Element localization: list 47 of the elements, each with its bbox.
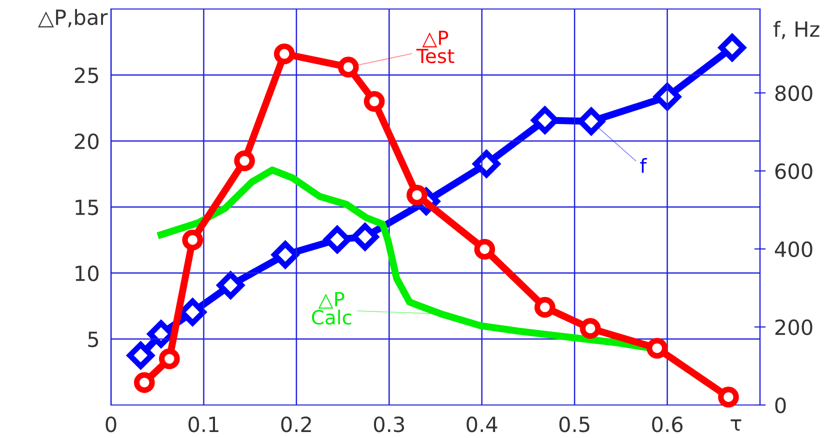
- x-tick-label: 0.5: [559, 416, 590, 432]
- x-tick-label: 0.6: [652, 416, 683, 432]
- y-tick-label: 20: [74, 133, 99, 150]
- x-tick-label: 0.4: [466, 416, 498, 432]
- point: [182, 230, 204, 250]
- point: [338, 56, 359, 78]
- point: [364, 90, 385, 112]
- point: [646, 338, 668, 359]
- point: [179, 298, 206, 326]
- point: [474, 238, 496, 260]
- point: [351, 223, 379, 250]
- y2-tick-label: 600: [775, 163, 812, 180]
- y2-tick-label: 200: [775, 319, 812, 336]
- point: [274, 43, 295, 64]
- point: [718, 386, 739, 408]
- x-tick-label: 0.2: [281, 416, 311, 432]
- y2-tick-label: 400: [774, 241, 812, 258]
- legend-label: △P Test: [416, 30, 454, 64]
- point: [580, 318, 601, 339]
- point: [654, 83, 681, 110]
- point: [718, 34, 746, 62]
- text: △P Calc: [312, 292, 352, 325]
- point: [324, 226, 351, 254]
- point: [534, 296, 556, 318]
- point: [127, 342, 154, 370]
- text: f: [640, 158, 647, 173]
- point: [234, 150, 255, 172]
- x-axis-title: τ: [730, 419, 742, 431]
- point: [406, 184, 428, 206]
- y-tick-label: 15: [76, 200, 98, 216]
- point: [272, 241, 299, 268]
- y-tick-label: 10: [76, 265, 99, 282]
- point: [578, 108, 605, 135]
- point: [217, 272, 244, 299]
- x-tick-label: 0: [106, 416, 116, 432]
- x-tick-label: 0.3: [374, 416, 404, 432]
- y2-tick-label: 0: [775, 397, 786, 414]
- x-tick-label: 0.1: [188, 416, 218, 432]
- point: [531, 106, 558, 134]
- y-tick-label: 25: [74, 67, 98, 84]
- y2-tick-label: 800: [775, 85, 812, 102]
- point: [158, 348, 180, 370]
- y-axis-title: △P,bar: [38, 9, 108, 28]
- y-tick-label: 5: [88, 332, 98, 348]
- point: [472, 150, 500, 178]
- y2-axis-title: f, Hz: [773, 20, 820, 40]
- point: [134, 372, 155, 393]
